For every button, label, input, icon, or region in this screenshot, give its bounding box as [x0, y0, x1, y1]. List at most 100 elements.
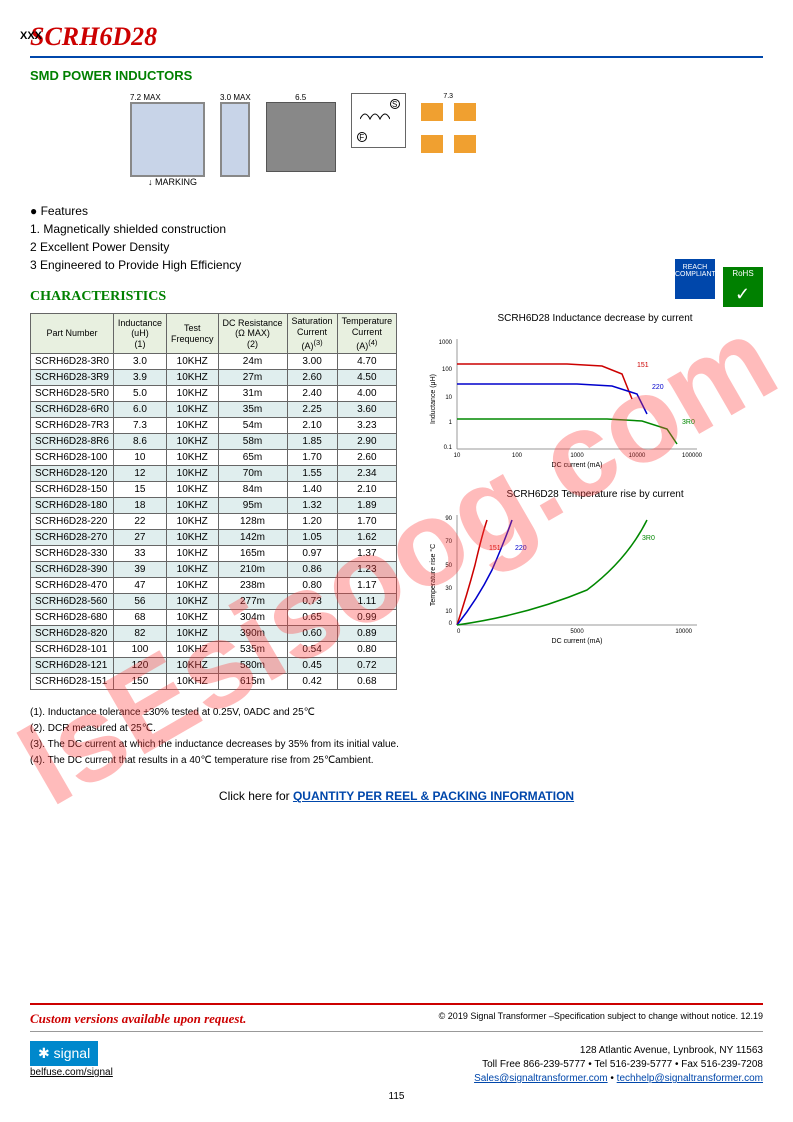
table-cell: 0.68 [337, 674, 397, 690]
table-cell: 47 [113, 578, 166, 594]
table-cell: SCRH6D28-820 [31, 626, 114, 642]
svg-text:DC current (mA): DC current (mA) [552, 638, 603, 645]
table-row: SCRH6D28-15115010KHZ615m0.420.68 [31, 674, 397, 690]
packing-info-link[interactable]: QUANTITY PER REEL & PACKING INFORMATION [293, 789, 574, 803]
svg-text:100: 100 [442, 367, 453, 373]
table-cell: 22 [113, 514, 166, 530]
table-cell: 1.70 [287, 450, 337, 466]
table-row: SCRH6D28-3903910KHZ210m0.861.23 [31, 562, 397, 578]
table-cell: 10KHZ [166, 578, 218, 594]
table-cell: 10KHZ [166, 546, 218, 562]
sales-email-link[interactable]: Sales@signaltransformer.com [474, 1073, 608, 1084]
svg-text:220: 220 [652, 384, 664, 391]
title-divider [30, 56, 763, 58]
table-row: SCRH6D28-2202210KHZ128m1.201.70 [31, 514, 397, 530]
table-cell: 0.99 [337, 610, 397, 626]
table-cell: 120 [113, 658, 166, 674]
svg-text:70: 70 [445, 539, 452, 545]
table-cell: 1.70 [337, 514, 397, 530]
table-cell: 2.60 [337, 450, 397, 466]
table-cell: 4.00 [337, 386, 397, 402]
table-cell: 5.0 [113, 386, 166, 402]
table-cell: 56 [113, 594, 166, 610]
table-header: Part Number [31, 314, 114, 354]
table-cell: 2.34 [337, 466, 397, 482]
table-cell: 277m [218, 594, 287, 610]
table-cell: 1.40 [287, 482, 337, 498]
table-row: SCRH6D28-5R05.010KHZ31m2.404.00 [31, 386, 397, 402]
table-cell: 10KHZ [166, 482, 218, 498]
svg-text:1000: 1000 [570, 453, 584, 459]
table-cell: 10KHZ [166, 386, 218, 402]
table-cell: 1.62 [337, 530, 397, 546]
reach-badge: REACH COMPLIANT [675, 259, 715, 299]
table-cell: 10KHZ [166, 514, 218, 530]
table-cell: SCRH6D28-6R0 [31, 402, 114, 418]
note-item: (1). Inductance tolerance ±30% tested at… [30, 705, 763, 721]
table-cell: 33 [113, 546, 166, 562]
dim-label: 6.5 [295, 93, 306, 102]
table-cell: 10KHZ [166, 594, 218, 610]
signal-logo: ✱ signal [30, 1041, 98, 1066]
svg-text:10: 10 [454, 453, 461, 459]
table-cell: 1.85 [287, 434, 337, 450]
table-header: TemperatureCurrent(A)(4) [337, 314, 397, 354]
note-item: (4). The DC current that results in a 40… [30, 753, 763, 769]
table-cell: 82 [113, 626, 166, 642]
table-cell: 58m [218, 434, 287, 450]
table-cell: 27m [218, 370, 287, 386]
table-cell: 3.9 [113, 370, 166, 386]
table-cell: 39 [113, 562, 166, 578]
copyright-text: © 2019 Signal Transformer –Specification… [439, 1011, 763, 1021]
table-cell: 10KHZ [166, 450, 218, 466]
table-cell: 615m [218, 674, 287, 690]
table-cell: 2.10 [337, 482, 397, 498]
table-cell: 10KHZ [166, 642, 218, 658]
svg-text:100: 100 [512, 453, 523, 459]
table-cell: 238m [218, 578, 287, 594]
svg-text:220: 220 [515, 545, 527, 552]
page-number: 115 [30, 1091, 763, 1102]
diagram-footprint: 7.3 [421, 93, 476, 158]
table-cell: 10KHZ [166, 402, 218, 418]
table-cell: 1.32 [287, 498, 337, 514]
diagram-top-view: XXX 7.2 MAX [130, 102, 205, 177]
svg-text:1: 1 [449, 420, 453, 426]
table-cell: 4.50 [337, 370, 397, 386]
table-cell: 3.60 [337, 402, 397, 418]
table-cell: 1.11 [337, 594, 397, 610]
table-row: SCRH6D28-3R03.010KHZ24m3.004.70 [31, 354, 397, 370]
footer-divider [30, 1003, 763, 1005]
table-cell: 8.6 [113, 434, 166, 450]
svg-text:50: 50 [445, 563, 452, 569]
table-cell: 1.20 [287, 514, 337, 530]
inductance-chart: Inductance (μH) DC current (mA) 10001001… [427, 329, 707, 469]
table-cell: 2.90 [337, 434, 397, 450]
table-cell: 0.65 [287, 610, 337, 626]
custom-versions-text: Custom versions available upon request. [30, 1011, 246, 1027]
table-cell: 0.45 [287, 658, 337, 674]
table-cell: 15 [113, 482, 166, 498]
svg-text:3R0: 3R0 [642, 535, 655, 542]
page-footer: Custom versions available upon request. … [30, 1003, 763, 1102]
table-cell: 68 [113, 610, 166, 626]
table-cell: 100 [113, 642, 166, 658]
table-cell: SCRH6D28-7R3 [31, 418, 114, 434]
tech-email-link[interactable]: techhelp@signaltransformer.com [617, 1073, 763, 1084]
table-cell: 27 [113, 530, 166, 546]
table-row: SCRH6D28-10110010KHZ535m0.540.80 [31, 642, 397, 658]
rohs-badge: RoHS [723, 267, 763, 307]
table-row: SCRH6D28-12112010KHZ580m0.450.72 [31, 658, 397, 674]
table-cell: SCRH6D28-5R0 [31, 386, 114, 402]
marking-label: ↓ MARKING [148, 177, 197, 187]
note-item: (3). The DC current at which the inducta… [30, 737, 763, 753]
table-notes: (1). Inductance tolerance ±30% tested at… [30, 705, 763, 769]
svg-text:10000: 10000 [629, 453, 646, 459]
diagram-side-view [220, 102, 250, 177]
table-cell: 31m [218, 386, 287, 402]
table-row: SCRH6D28-8R68.610KHZ58m1.852.90 [31, 434, 397, 450]
table-row: SCRH6D28-1801810KHZ95m1.321.89 [31, 498, 397, 514]
table-row: SCRH6D28-1501510KHZ84m1.402.10 [31, 482, 397, 498]
belfuse-link[interactable]: belfuse.com/signal [30, 1067, 113, 1078]
table-cell: SCRH6D28-220 [31, 514, 114, 530]
